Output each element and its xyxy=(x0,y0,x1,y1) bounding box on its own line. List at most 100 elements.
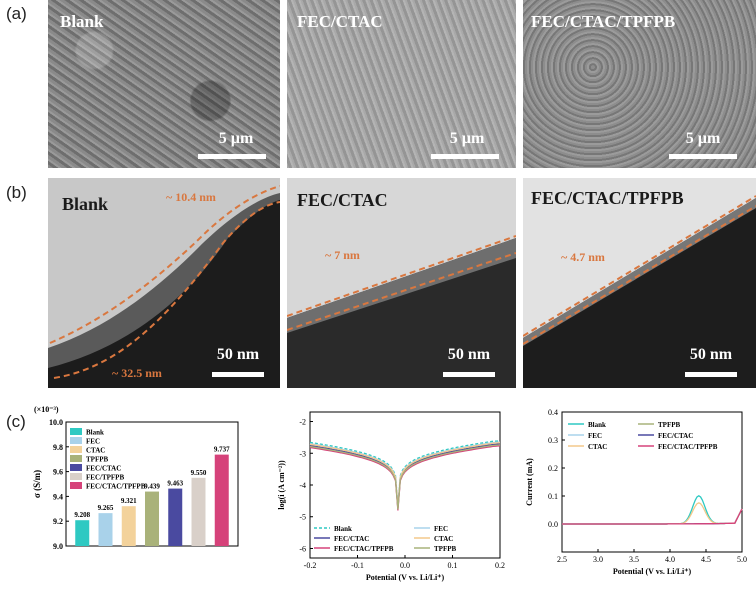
x-tick-label: 0.2 xyxy=(495,561,505,570)
scale-bar xyxy=(669,154,737,159)
y-tick-label: 0.3 xyxy=(548,436,558,445)
x-tick-label: 3.5 xyxy=(629,555,639,564)
bar-value-label: 9.550 xyxy=(191,469,207,477)
series-line xyxy=(562,508,743,525)
tem-image-fec-ctac: FEC/CTAC ~ 7 nm 50 nm xyxy=(287,178,516,388)
image-title: Blank xyxy=(62,194,109,214)
legend-label: TPFPB xyxy=(86,456,108,464)
legend-swatch xyxy=(70,482,82,489)
scale-bar-label: 50 nm xyxy=(447,346,491,363)
y-axis-label: σ (S/m) xyxy=(32,470,42,498)
y-tick-label: 9.6 xyxy=(53,468,63,477)
bar-value-label: 9.208 xyxy=(74,511,90,519)
series-line xyxy=(309,442,501,508)
bar-value-label: 9.439 xyxy=(144,483,160,491)
scale-bar xyxy=(198,154,266,159)
legend-label: FEC xyxy=(86,438,100,446)
x-tick-label: 3.0 xyxy=(593,555,603,564)
scale-bar-label: 5 µm xyxy=(685,130,721,147)
y-tick-label: 9.2 xyxy=(53,517,63,526)
legend-label: FEC/CTAC/TPFPB xyxy=(334,545,394,553)
line-chart-lsv: 2.5 3.0 3.5 4.0 4.5 5.0 0.0 0.1 0.2 0.3 0.4 Potenti… xyxy=(525,408,747,576)
y-tick-label: 0.2 xyxy=(548,464,558,473)
image-title: FEC/CTAC/TPFPB xyxy=(531,188,684,208)
tem-image-blank: Blank ~ 10.4 nm ~ 32.5 nm 50 nm xyxy=(48,178,280,388)
x-tick-label: -0.2 xyxy=(304,561,317,570)
sem-image-fec-ctac-tpfpb: FEC/CTAC/TPFPB 5 µm xyxy=(523,0,756,168)
panel-label-b: (b) xyxy=(6,183,27,202)
x-axis-label: Potential (V vs. Li/Li⁺) xyxy=(613,567,692,576)
series-line xyxy=(309,440,501,506)
legend-label: FEC/CTAC xyxy=(86,465,121,473)
layer-thickness-label: ~ 32.5 nm xyxy=(112,366,162,380)
scale-bar xyxy=(431,154,499,159)
x-axis-label: Potential (V vs. Li/Li⁺) xyxy=(366,573,445,582)
panel-label-a: (a) xyxy=(6,4,27,23)
y-tick-label: 0.4 xyxy=(548,408,558,417)
x-tick-label: 4.5 xyxy=(701,555,711,564)
bar xyxy=(191,477,206,546)
scale-bar-label: 50 nm xyxy=(216,346,260,363)
legend-label: FEC xyxy=(434,525,448,533)
y-tick-label: -3 xyxy=(299,449,306,458)
legend-label: TPFPB xyxy=(658,421,680,429)
scale-bar xyxy=(212,372,264,377)
y-axis-label: Current (mA) xyxy=(525,458,534,506)
y-tick-label: 9.8 xyxy=(53,443,63,452)
x-tick-label: 5.0 xyxy=(737,555,747,564)
legend-swatch xyxy=(70,455,82,462)
series-line xyxy=(562,508,743,525)
image-title: Blank xyxy=(60,12,104,31)
sem-image-blank: Blank 5 µm xyxy=(48,0,280,168)
bar xyxy=(121,506,136,546)
bar-value-label: 9.463 xyxy=(167,480,183,488)
legend-label: FEC/CTAC xyxy=(658,432,693,440)
x-tick-label: 0.0 xyxy=(400,561,410,570)
bar xyxy=(145,491,159,546)
bar xyxy=(75,520,90,546)
y-tick-label: 10.0 xyxy=(49,418,63,427)
legend-label: FEC/TPFPB xyxy=(86,474,124,482)
bar-value-label: 9.321 xyxy=(121,497,137,505)
legend-swatch xyxy=(70,446,82,453)
y-tick-label: -6 xyxy=(299,544,306,553)
y-tick-label: 9.4 xyxy=(53,492,63,501)
legend-swatch xyxy=(70,428,82,435)
y-tick-label: -2 xyxy=(299,418,306,427)
y-tick-label: -4 xyxy=(299,481,306,490)
legend-label: CTAC xyxy=(588,443,607,451)
series-line xyxy=(562,508,743,525)
bar-value-label: 9.265 xyxy=(98,504,114,512)
scale-bar xyxy=(443,372,495,377)
x-tick-label: 2.5 xyxy=(557,555,567,564)
legend-label: FEC/CTAC/TPFPB xyxy=(658,443,718,451)
image-title: FEC/CTAC xyxy=(297,12,383,31)
image-title: FEC/CTAC/TPFPB xyxy=(531,12,676,31)
bar-chart-conductivity: (×10⁻³) 9.0 9.2 9.4 9.6 9.8 10.0 σ (S/m) 9.208 9.… xyxy=(32,405,239,551)
axis-exponent-label: (×10⁻³) xyxy=(34,405,59,414)
legend-label: Blank xyxy=(334,525,352,533)
x-tick-label: -0.1 xyxy=(351,561,364,570)
plot-frame xyxy=(561,411,743,553)
line-chart-tafel: -0.2 -0.1 0.0 0.1 0.2 -2 -3 -4 -5 -6 Potential (V … xyxy=(277,411,505,582)
sem-image-fec-ctac: FEC/CTAC 5 µm xyxy=(287,0,516,168)
legend-label: Blank xyxy=(588,421,606,429)
series-line xyxy=(309,444,501,510)
legend-swatch xyxy=(70,464,82,471)
legend-swatch xyxy=(70,437,82,444)
legend-swatch xyxy=(70,473,82,480)
bar xyxy=(98,513,113,546)
legend-label: FEC/CTAC xyxy=(334,535,369,543)
image-title: FEC/CTAC xyxy=(297,190,388,210)
series-line xyxy=(562,508,743,525)
series-line xyxy=(562,502,743,525)
scale-bar xyxy=(685,372,737,377)
y-tick-label: 9.0 xyxy=(53,542,63,551)
legend-label: FEC xyxy=(588,432,602,440)
scale-bar-label: 5 µm xyxy=(449,130,485,147)
series-line xyxy=(309,445,501,511)
legend-label: Blank xyxy=(86,429,104,437)
layer-thickness-label: ~ 4.7 nm xyxy=(561,250,605,264)
tem-image-fec-ctac-tpfpb: FEC/CTAC/TPFPB ~ 4.7 nm 50 nm xyxy=(523,178,756,388)
x-tick-label: 4.0 xyxy=(665,555,675,564)
